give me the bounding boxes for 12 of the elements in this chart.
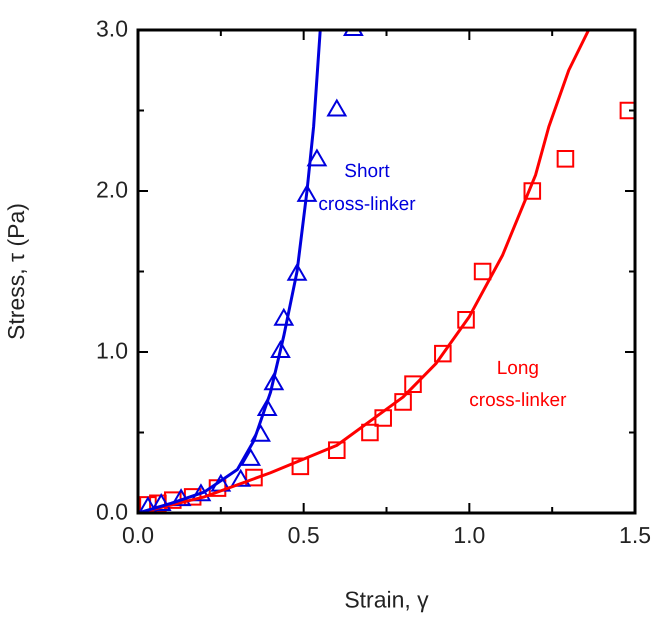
y-tick-label: 3.0 [96, 15, 128, 42]
y-axis-title: Stress, τ (Pa) [3, 203, 30, 340]
x-tick-label: 1.0 [453, 522, 486, 548]
x-axis-title: Strain, γ [344, 586, 430, 613]
x-tick-label: 0.0 [122, 522, 154, 548]
y-tick-label: 2.0 [96, 176, 128, 202]
series-label: Short cross-linker [318, 161, 416, 216]
y-tick-label: 0.0 [96, 498, 128, 524]
x-tick-label: 0.5 [288, 522, 320, 548]
y-tick-label: 1.0 [96, 337, 128, 364]
series-label: Long cross-linker [469, 358, 568, 411]
x-tick-label: 1.5 [619, 522, 652, 548]
